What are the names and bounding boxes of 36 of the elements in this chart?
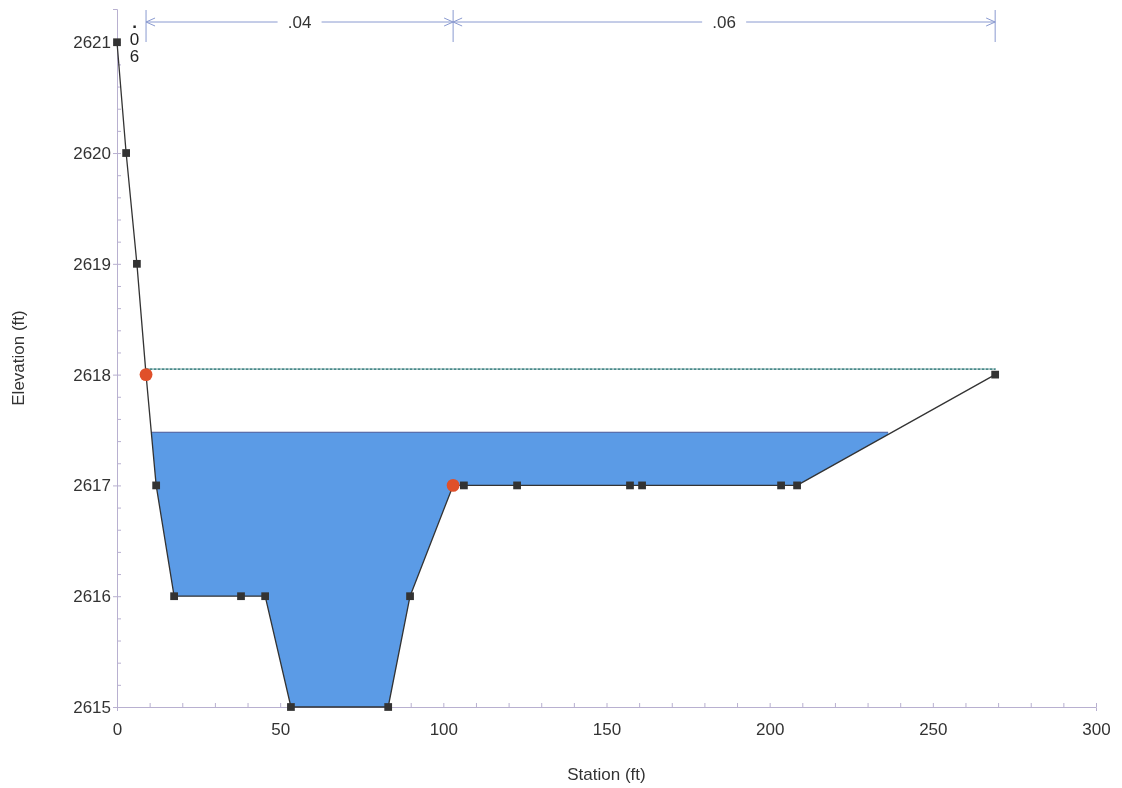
annotation: .04 — [287, 13, 312, 32]
point — [793, 481, 801, 490]
point — [638, 481, 646, 490]
annotation: .06 — [129, 13, 140, 66]
y-tick-label: 2617 — [73, 476, 111, 496]
point — [237, 592, 245, 601]
point — [261, 592, 270, 601]
point — [122, 149, 131, 157]
x-tick-label: 250 — [919, 720, 948, 740]
y-tick-label: 2618 — [73, 365, 111, 385]
y-tick-label: 2621 — [73, 33, 111, 53]
y-tick-label: 2616 — [73, 587, 111, 607]
point — [460, 481, 468, 490]
point — [406, 592, 414, 601]
point — [991, 370, 1000, 379]
point — [287, 703, 295, 711]
x-axis-title: Station (ft) — [567, 765, 646, 784]
point — [777, 481, 785, 490]
point — [170, 592, 178, 601]
annotation: .06 — [712, 13, 736, 32]
y-tick-label: 2620 — [73, 143, 111, 163]
x-tick-label: 50 — [271, 720, 291, 740]
x-tick-label: 200 — [755, 720, 785, 740]
point — [133, 259, 141, 268]
point — [384, 703, 393, 711]
y-tick-label: 2615 — [73, 697, 111, 717]
x-tick-label: 0 — [112, 720, 123, 740]
point — [113, 38, 121, 47]
x-tick-label: 300 — [1082, 720, 1111, 740]
x-tick-label: 100 — [429, 720, 459, 740]
point — [513, 481, 521, 490]
y-axis-title: Elevation (ft) — [9, 310, 28, 406]
point — [626, 481, 634, 490]
y-tick-label: 2619 — [73, 254, 111, 274]
point — [152, 481, 161, 490]
x-tick-label: 150 — [592, 720, 622, 740]
